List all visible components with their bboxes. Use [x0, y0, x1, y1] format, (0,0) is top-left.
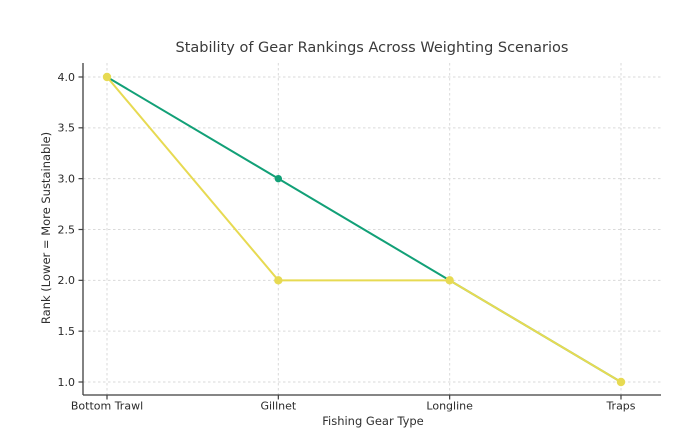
tick-labels-group: 1.0 1.5 2.0 2.5 3.0 3.5 4.0 Bottom Trawl Gillnet…	[58, 71, 636, 413]
series-line-yellow-scenario	[106, 75, 622, 383]
data-point-marker-yellow-scenario	[102, 72, 112, 82]
axes-group	[78, 63, 661, 400]
x-tick-label: Gillnet	[260, 400, 296, 413]
y-tick-label: 3.5	[58, 122, 76, 135]
x-axis-label: Fishing Gear Type	[322, 414, 424, 428]
chart-title: Stability of Gear Rankings Across Weight…	[176, 40, 569, 56]
data-point-marker-yellow-scenario	[445, 276, 454, 285]
y-tick-label: 4.0	[58, 71, 76, 84]
y-tick-label: 1.0	[58, 376, 76, 389]
y-tick-label: 1.5	[58, 325, 76, 338]
y-tick-label: 2.5	[58, 223, 76, 236]
y-axis-label: Rank (Lower = More Sustainable)	[39, 132, 53, 324]
x-tick-label: Traps	[605, 400, 635, 413]
y-tick-label: 2.0	[58, 274, 76, 287]
gridlines-group	[83, 63, 661, 395]
data-point-marker-teal-scenario	[274, 174, 283, 183]
y-tick-label: 3.0	[58, 172, 76, 185]
x-tick-label: Longline	[426, 400, 473, 413]
data-point-marker-yellow-scenario	[616, 377, 626, 387]
series-group	[102, 72, 626, 387]
x-tick-label: Bottom Trawl	[71, 400, 143, 413]
data-point-marker-yellow-scenario	[274, 276, 283, 285]
